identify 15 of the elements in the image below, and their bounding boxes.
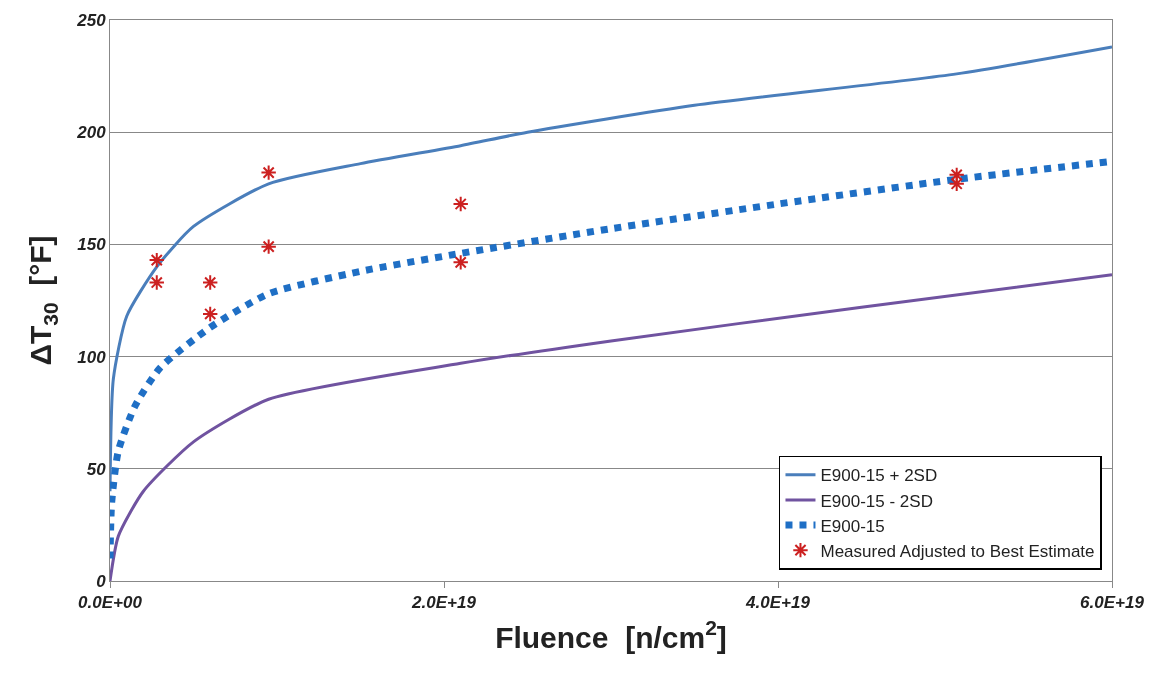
x-tick-label: 0.0E+00 bbox=[78, 593, 143, 613]
y-tick-label: 50 bbox=[86, 459, 107, 479]
y-tick-label: 100 bbox=[77, 347, 107, 367]
y-tick-label: 0 bbox=[96, 571, 107, 591]
legend-label: Measured Adjusted to Best Estimate bbox=[820, 541, 1095, 561]
y-tick-label: 250 bbox=[76, 10, 107, 30]
legend-label: E900-15 - 2SD bbox=[820, 491, 933, 511]
x-tick-label: 6.0E+19 bbox=[1080, 593, 1145, 613]
legend-label: E900-15 + 2SD bbox=[820, 466, 938, 486]
x-axis-title: Fluence [n/cm$^{2}$] bbox=[495, 616, 727, 654]
legend-label: E900-15 bbox=[820, 516, 885, 536]
x-tick-label: 4.0E+19 bbox=[745, 593, 811, 613]
x-tick-label: 2.0E+19 bbox=[411, 593, 477, 613]
y-tick-label: 200 bbox=[76, 123, 107, 143]
y-tick-label: 150 bbox=[77, 235, 107, 255]
